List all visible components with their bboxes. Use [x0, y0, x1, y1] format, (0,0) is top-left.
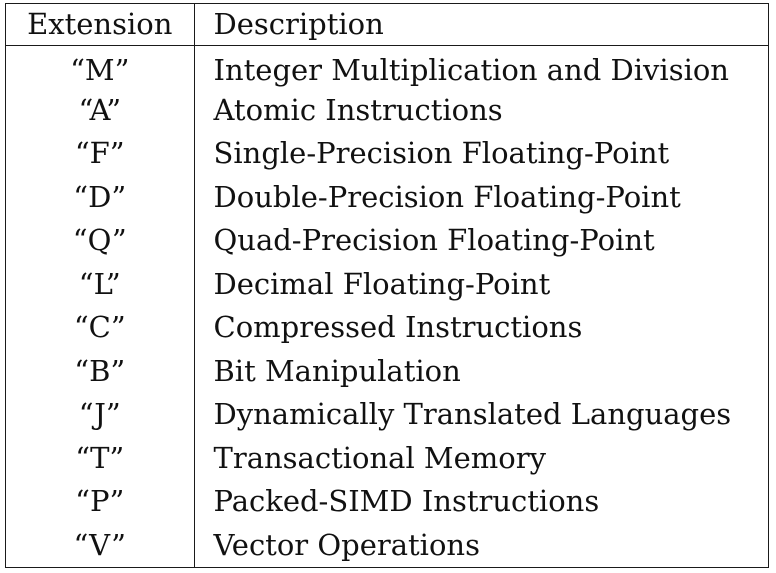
- table-row: “A” Atomic Instructions: [6, 88, 768, 132]
- description-cell: Quad-Precision Floating-Point: [213, 223, 655, 258]
- description-cell: Bit Manipulation: [213, 353, 461, 388]
- extension-cell: “B”: [6, 349, 195, 393]
- description-cell: Packed-SIMD Instructions: [213, 484, 600, 519]
- table-row: “P” Packed-SIMD Instructions: [6, 480, 768, 524]
- extension-cell: “V”: [6, 523, 195, 567]
- column-header-description: Description: [194, 4, 768, 46]
- description-cell: Single-Precision Floating-Point: [213, 136, 670, 171]
- extension-cell: “A”: [6, 88, 195, 132]
- table-row: “B” Bit Manipulation: [6, 349, 768, 393]
- description-cell: Transactional Memory: [213, 440, 547, 475]
- table-row: “D” Double-Precision Floating-Point: [6, 175, 768, 219]
- extension-cell: “L”: [6, 262, 195, 306]
- description-cell: Atomic Instructions: [213, 92, 503, 127]
- extension-cell: “P”: [6, 480, 195, 524]
- table-row: “T” Transactional Memory: [6, 436, 768, 480]
- description-cell: Decimal Floating-Point: [213, 266, 551, 301]
- extension-cell: “F”: [6, 132, 195, 176]
- description-cell: Compressed Instructions: [213, 310, 583, 345]
- extensions-table-frame: Extension Description “M” Integer Multip…: [5, 3, 769, 568]
- table-row: “C” Compressed Instructions: [6, 306, 768, 350]
- extension-cell: “C”: [6, 306, 195, 350]
- table-row: “M” Integer Multiplication and Division: [6, 45, 768, 89]
- table-row: “F” Single-Precision Floating-Point: [6, 132, 768, 176]
- table-body: “M” Integer Multiplication and Division …: [6, 45, 768, 567]
- column-header-extension: Extension: [6, 4, 195, 46]
- description-cell: Integer Multiplication and Division: [213, 52, 730, 87]
- extension-cell: “J”: [6, 393, 195, 437]
- table-row: “L” Decimal Floating-Point: [6, 262, 768, 306]
- description-cell: Dynamically Translated Languages: [213, 397, 732, 432]
- table-row: “J” Dynamically Translated Languages: [6, 393, 768, 437]
- extensions-table: Extension Description “M” Integer Multip…: [6, 4, 768, 567]
- table-header-row: Extension Description: [6, 4, 768, 46]
- table-row: “V” Vector Operations: [6, 523, 768, 567]
- extension-cell: “T”: [6, 436, 195, 480]
- description-cell: Vector Operations: [213, 527, 480, 562]
- extension-cell: “D”: [6, 175, 195, 219]
- description-cell: Double-Precision Floating-Point: [213, 179, 681, 214]
- extension-cell: “Q”: [6, 219, 195, 263]
- table-row: “Q” Quad-Precision Floating-Point: [6, 219, 768, 263]
- extension-cell: “M”: [6, 45, 195, 89]
